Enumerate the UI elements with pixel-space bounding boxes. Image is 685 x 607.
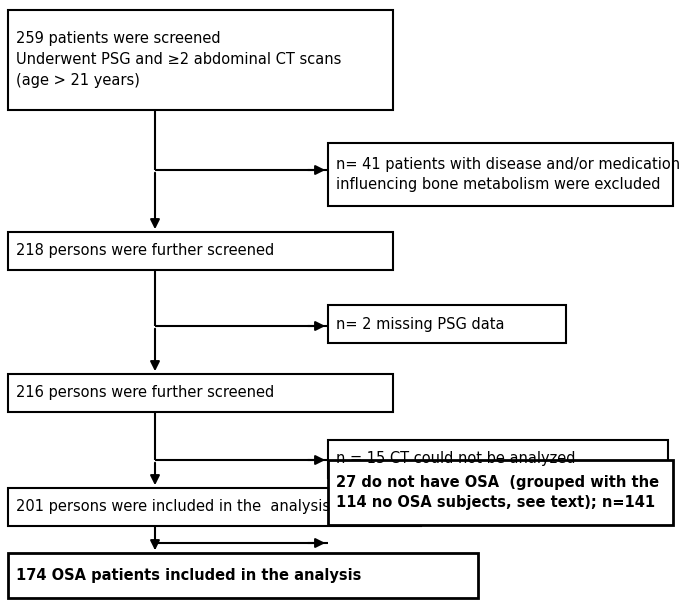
FancyBboxPatch shape bbox=[328, 143, 673, 206]
FancyBboxPatch shape bbox=[8, 374, 393, 412]
FancyBboxPatch shape bbox=[8, 488, 421, 526]
Text: 174 OSA patients included in the analysis: 174 OSA patients included in the analysi… bbox=[16, 568, 362, 583]
Text: n= 41 patients with disease and/or medication
influencing bone metabolism were e: n= 41 patients with disease and/or medic… bbox=[336, 157, 680, 192]
FancyBboxPatch shape bbox=[8, 553, 478, 598]
Text: 218 persons were further screened: 218 persons were further screened bbox=[16, 243, 274, 259]
FancyBboxPatch shape bbox=[328, 440, 668, 478]
Text: 201 persons were included in the  analysis: 201 persons were included in the analysi… bbox=[16, 500, 330, 515]
FancyBboxPatch shape bbox=[8, 10, 393, 110]
FancyBboxPatch shape bbox=[328, 460, 673, 525]
FancyBboxPatch shape bbox=[328, 305, 566, 343]
FancyBboxPatch shape bbox=[8, 232, 393, 270]
Text: 27 do not have OSA  (grouped with the
114 no OSA subjects, see text); n=141: 27 do not have OSA (grouped with the 114… bbox=[336, 475, 659, 510]
Text: n= 2 missing PSG data: n= 2 missing PSG data bbox=[336, 316, 504, 331]
Text: 216 persons were further screened: 216 persons were further screened bbox=[16, 385, 274, 401]
Text: n = 15 CT could not be analyzed: n = 15 CT could not be analyzed bbox=[336, 452, 575, 467]
Text: 259 patients were screened
Underwent PSG and ≥2 abdominal CT scans
(age > 21 yea: 259 patients were screened Underwent PSG… bbox=[16, 32, 341, 89]
